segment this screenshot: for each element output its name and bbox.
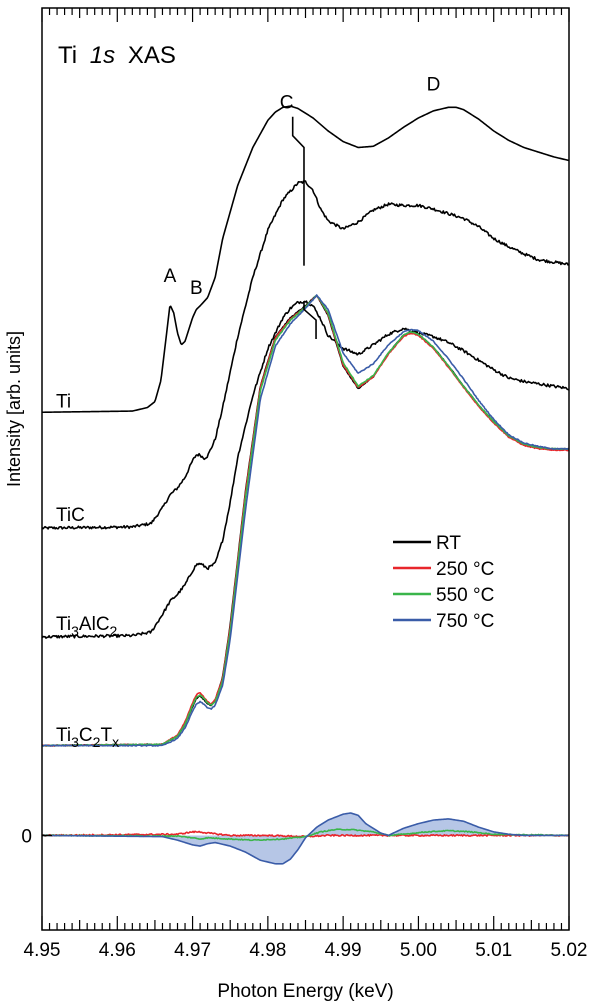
y-zero-label: 0 [21, 826, 32, 847]
x-tick-label: 4.95 [24, 940, 61, 961]
legend: RT 250 °C 550 °C 750 °C [393, 533, 494, 632]
difference-fill-layer [42, 813, 569, 864]
chart-title: Ti 1s XAS [58, 42, 176, 69]
x-tick-label: 4.99 [325, 940, 362, 961]
feature-labels: AB C D [164, 75, 441, 299]
sample-label-0: Ti [56, 392, 71, 413]
x-tick-label: 4.98 [249, 940, 286, 961]
x-axis-label: Photon Energy (keV) [217, 981, 393, 1002]
sample-label-1: TiC [56, 505, 85, 526]
x-tick-label: 4.96 [99, 940, 136, 961]
sample-label-2: Ti3AlC2 [56, 614, 118, 639]
legend-label-3: 750 °C [436, 611, 494, 632]
plot-frame [41, 7, 570, 931]
x-tick-label: 5.01 [475, 940, 512, 961]
spectrum-line-4 [41, 294, 570, 747]
peak-marker-layer [291, 116, 317, 339]
x-tick-label: 5.00 [400, 940, 437, 961]
peak-marker-0 [291, 116, 305, 187]
legend-label-0: RT [436, 533, 461, 554]
x-tick-label: 4.97 [174, 940, 211, 961]
spectra-layer [41, 105, 570, 865]
spectrum-line-1 [41, 180, 570, 530]
title-technique: XAS [128, 42, 176, 69]
legend-label-2: 550 °C [436, 585, 494, 606]
feature-label-a: A [164, 266, 177, 287]
x-tick-label: 5.02 [551, 940, 588, 961]
sample-labels: Ti TiC Ti3AlC2 Ti3C2Tx [56, 392, 119, 750]
difference-fill-750 [42, 813, 569, 864]
spectrum-line-0 [41, 105, 570, 414]
spectrum-line-2 [41, 300, 570, 639]
spectrum-line-6 [41, 294, 570, 747]
difference-line-2 [41, 812, 569, 865]
title-element: Ti [58, 42, 77, 69]
peak-marker-2 [303, 301, 317, 339]
feature-label-c: C [280, 92, 294, 113]
legend-label-1: 250 °C [436, 559, 494, 580]
spectrum-line-3 [41, 294, 570, 747]
feature-label-b: B [190, 278, 203, 299]
title-edge: 1s [90, 42, 115, 69]
y-axis-label: Intensity [arb. units] [4, 331, 24, 487]
tick-layer: 4.95 4.96 4.97 4.98 4.99 5.00 5.01 5.02 [24, 8, 588, 961]
feature-label-d: D [427, 75, 441, 96]
sample-label-3: Ti3C2Tx [56, 725, 119, 750]
spectrum-line-5 [41, 294, 570, 747]
